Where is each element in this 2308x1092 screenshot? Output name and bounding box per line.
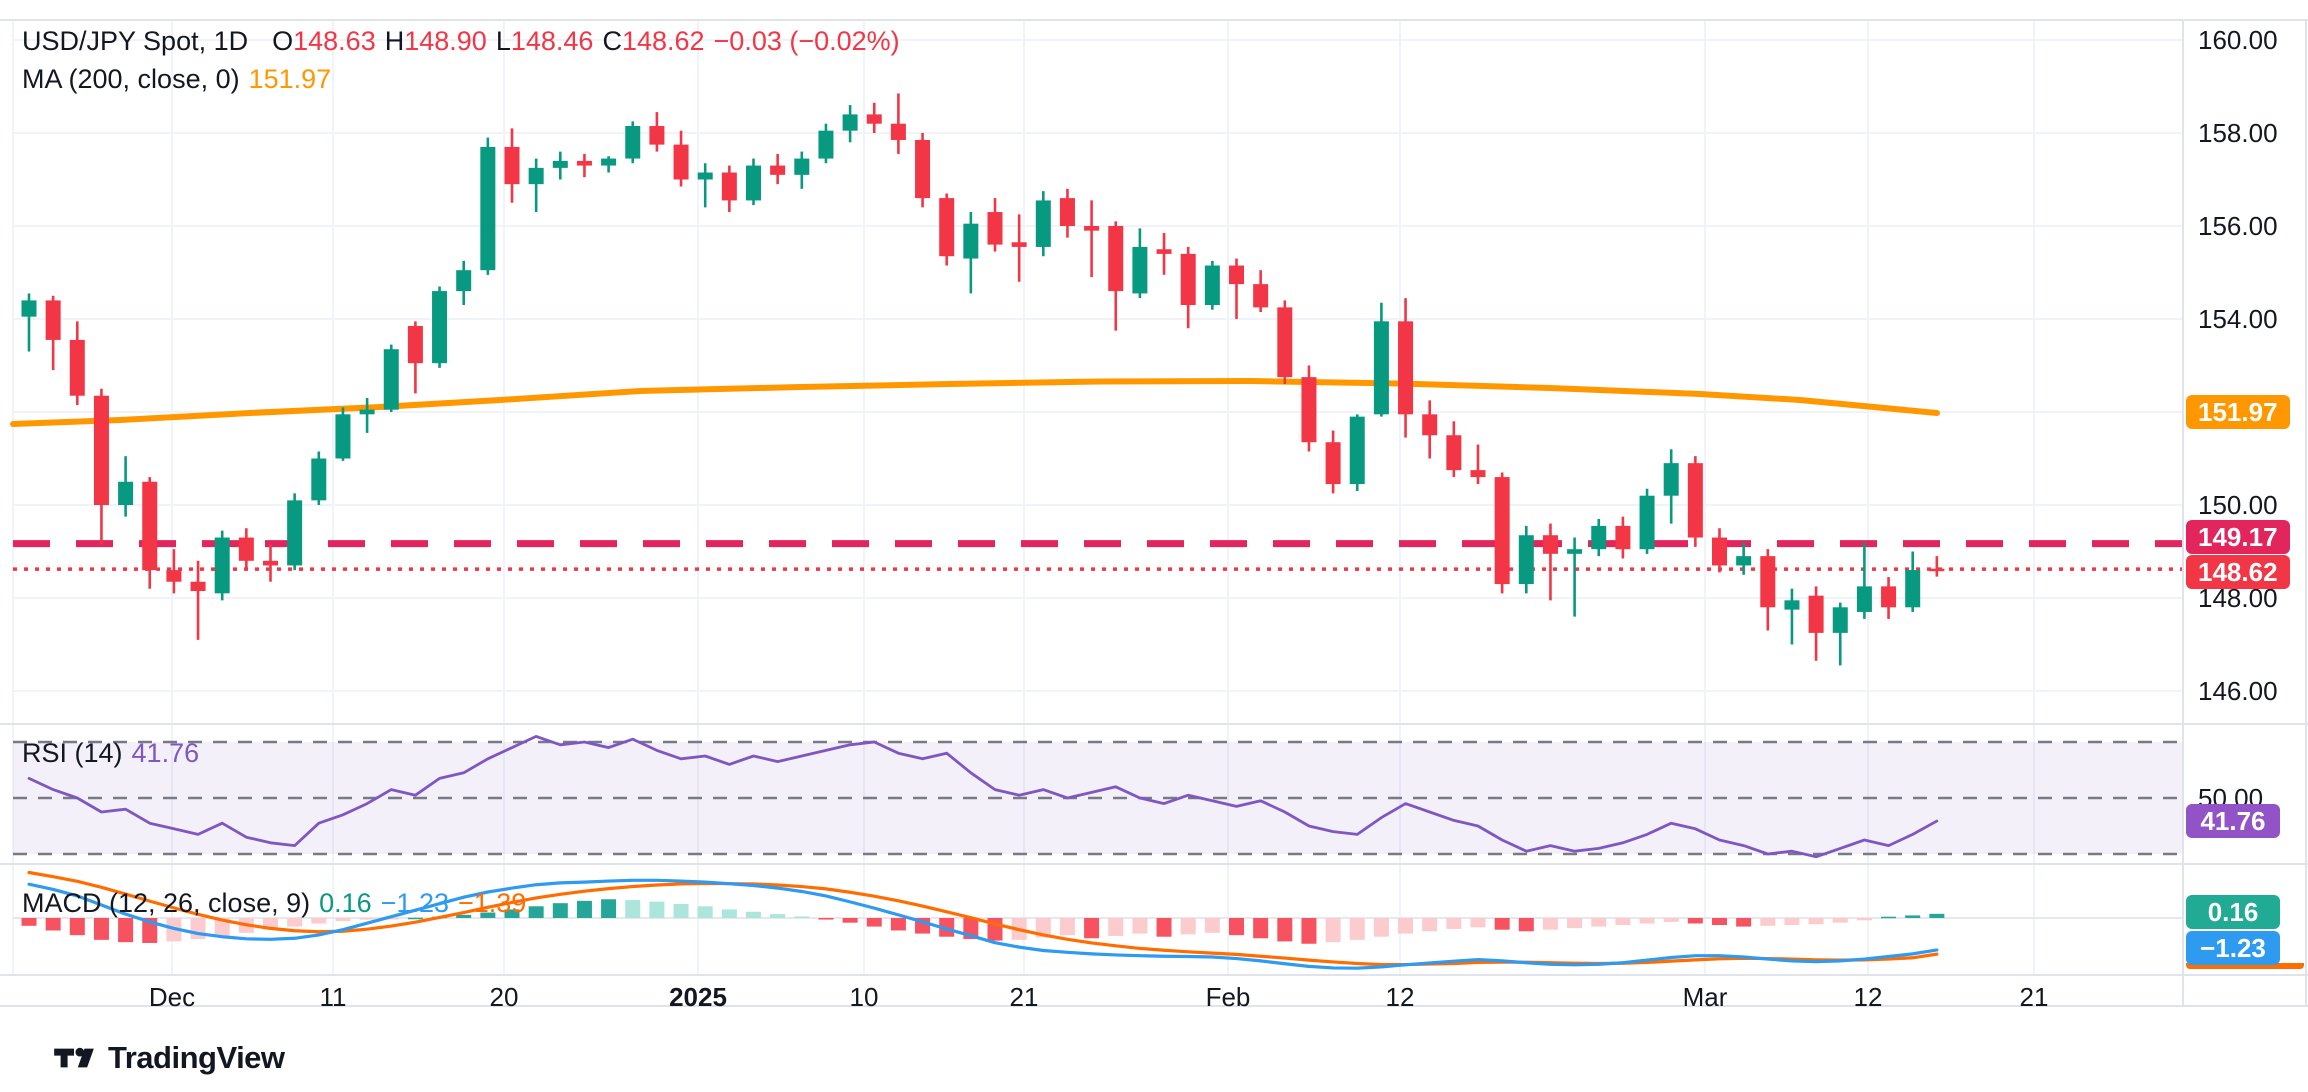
time-axis-label: 20 xyxy=(489,982,519,1012)
symbol-legend[interactable]: USD/JPY Spot, 1D O148.63 H148.90 L148.46… xyxy=(22,26,900,57)
open-value: 148.63 xyxy=(293,26,376,56)
tradingview-logo-icon xyxy=(53,1040,95,1076)
level-badge: 149.17 xyxy=(2186,520,2290,554)
time-axis-label: Dec xyxy=(148,982,196,1012)
time-axis-label: 10 xyxy=(849,982,879,1012)
price-axis-label: 158.00 xyxy=(2198,118,2278,148)
time-axis-label: 11 xyxy=(319,982,347,1012)
low-label: L xyxy=(495,26,511,56)
close-label: C xyxy=(602,26,622,56)
tradingview-logo[interactable]: TradingView xyxy=(53,1040,285,1076)
last-price-badge: 148.62 xyxy=(2186,555,2290,589)
rsi-badge: 41.76 xyxy=(2186,804,2280,838)
ma-legend[interactable]: MA (200, close, 0) 151.97 xyxy=(22,64,331,95)
macd-hist-badge: 0.16 xyxy=(2186,895,2280,929)
rsi-value: 41.76 xyxy=(131,738,200,768)
rsi-label: RSI (14) xyxy=(22,738,123,768)
price-axis-label: 160.00 xyxy=(2198,25,2278,55)
macd-legend[interactable]: MACD (12, 26, close, 9) 0.16 −1.23 −1.39 xyxy=(22,888,526,919)
rsi-legend[interactable]: RSI (14) 41.76 xyxy=(22,738,199,769)
ma-badge: 151.97 xyxy=(2186,395,2290,429)
time-axis-label: Feb xyxy=(1205,982,1251,1012)
macd-line-value: −1.23 xyxy=(380,888,449,918)
time-axis-label: Mar xyxy=(1682,982,1728,1012)
macd-signal-value: −1.39 xyxy=(458,888,527,918)
time-axis-label: 12 xyxy=(1853,982,1883,1012)
ma-label: MA (200, close, 0) xyxy=(22,64,240,94)
time-axis-label: 21 xyxy=(1009,982,1039,1012)
macd-label: MACD (12, 26, close, 9) xyxy=(22,888,311,918)
close-value: 148.62 xyxy=(621,26,705,56)
change-value: −0.03 (−0.02%) xyxy=(713,26,900,56)
ma-value: 151.97 xyxy=(248,64,332,94)
macd-line-badge: −1.23 xyxy=(2186,931,2280,965)
symbol-title: USD/JPY Spot, 1D xyxy=(22,26,249,56)
time-axis-label: 12 xyxy=(1385,982,1415,1012)
price-axis-label: 150.00 xyxy=(2198,490,2278,520)
high-label: H xyxy=(384,26,405,56)
open-label: O xyxy=(272,26,294,56)
price-axis-label: 156.00 xyxy=(2198,211,2278,241)
high-value: 148.90 xyxy=(404,26,487,56)
macd-hist-value: 0.16 xyxy=(319,888,372,918)
brand-text: TradingView xyxy=(108,1040,285,1075)
time-axis-label: 21 xyxy=(2019,982,2049,1012)
low-value: 148.46 xyxy=(510,26,594,56)
price-axis-label: 146.00 xyxy=(2198,676,2278,706)
signal-badge-underline xyxy=(2186,963,2304,969)
price-axis-label: 154.00 xyxy=(2198,304,2278,334)
time-axis-label: 2025 xyxy=(669,982,727,1012)
